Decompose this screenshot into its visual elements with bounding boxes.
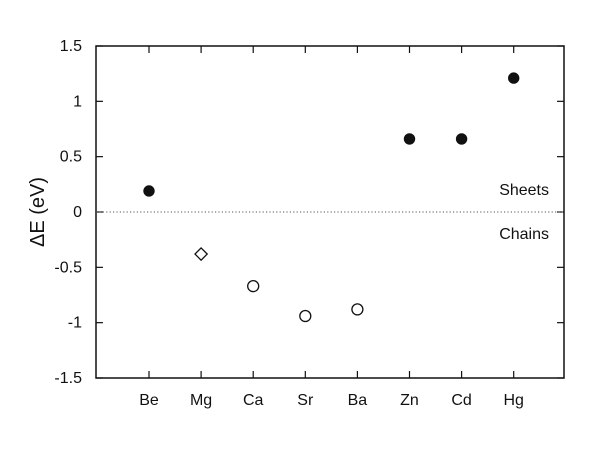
data-point-be <box>143 185 155 197</box>
y-tick-label-2: -0.5 <box>54 259 82 276</box>
category-label-zn: Zn <box>400 392 419 409</box>
data-point-ca <box>247 279 260 293</box>
y-tick-label-1: -1 <box>68 315 82 332</box>
category-label-hg: Hg <box>503 392 523 409</box>
y-tick-label-6: 1.5 <box>60 38 82 55</box>
y-axis-label: ΔE (eV) <box>27 177 49 247</box>
category-label-cd: Cd <box>451 392 471 409</box>
category-label-ba: Ba <box>348 392 368 409</box>
data-point-zn <box>403 133 416 145</box>
y-tick-label-5: 1 <box>73 93 82 110</box>
sheets-annotation: Sheets <box>499 182 549 199</box>
category-label-be: Be <box>139 392 159 409</box>
data-point-ba <box>351 303 364 316</box>
chains-annotation: Chains <box>499 226 549 243</box>
y-tick-label-3: 0 <box>73 204 82 221</box>
data-point-cd <box>455 133 468 145</box>
y-tick-label-0: -1.5 <box>54 370 82 387</box>
category-label-sr: Sr <box>297 392 314 409</box>
data-point-hg <box>508 72 520 84</box>
category-label-mg: Mg <box>190 392 212 409</box>
category-label-ca: Ca <box>243 392 264 409</box>
y-tick-label-4: 0.5 <box>60 149 82 166</box>
data-point-sr <box>299 309 312 323</box>
data-point-mg <box>194 247 209 262</box>
